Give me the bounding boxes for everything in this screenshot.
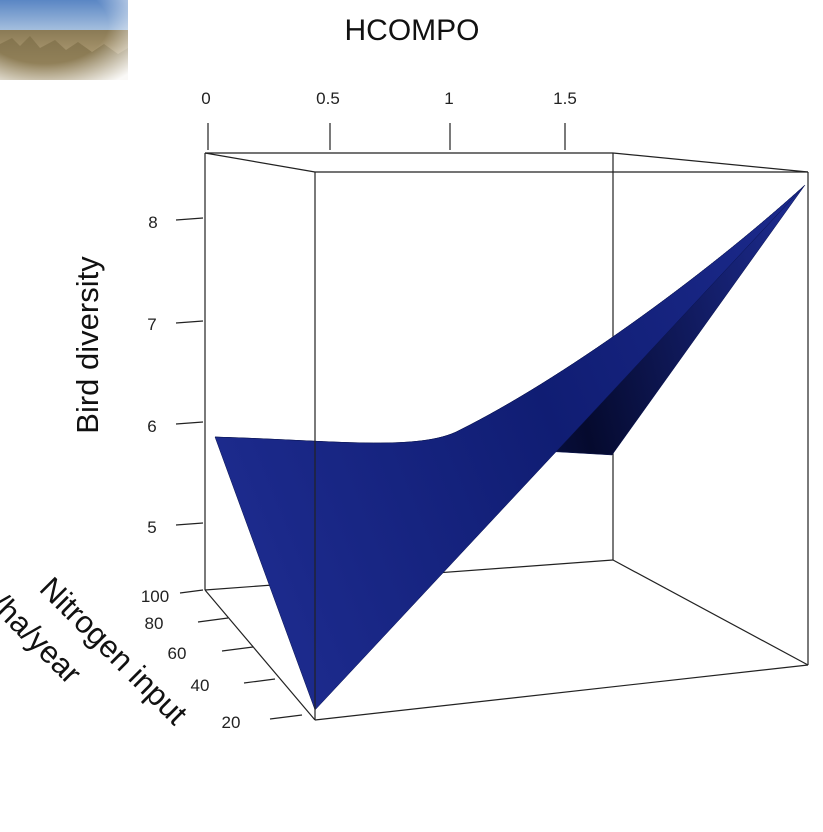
- y-tick: 40: [191, 676, 276, 695]
- x-axis: 0 0.5 1 1.5: [201, 89, 577, 150]
- y-tick: 20: [222, 713, 303, 732]
- box-edge: [314, 664, 809, 721]
- background-photo-thumbnail: [0, 0, 128, 80]
- y-tick: 60: [168, 644, 254, 663]
- z-axis-title: Bird diversity: [70, 256, 105, 434]
- z-tick-label: 5: [147, 518, 156, 537]
- z-tick: 8: [148, 213, 204, 232]
- z-tick-label: 7: [147, 315, 156, 334]
- response-surface: [214, 184, 806, 711]
- x-tick: 0: [201, 89, 211, 150]
- y-axis: 100 80 60 40 20: [141, 587, 303, 732]
- box-edge: [612, 559, 809, 666]
- x-tick-label: 0: [201, 89, 210, 108]
- z-tick-label: 8: [148, 213, 157, 232]
- y-tick-label: 60: [168, 644, 187, 663]
- z-tick-label: 6: [147, 417, 156, 436]
- x-tick-label: 1: [444, 89, 453, 108]
- z-tick: 5: [147, 518, 204, 537]
- y-tick-label: 20: [222, 713, 241, 732]
- x-tick: 1.5: [553, 89, 577, 150]
- z-tick: 7: [147, 315, 204, 334]
- y-tick-label: 100: [141, 587, 169, 606]
- plot-box-front: [204, 152, 809, 721]
- x-tick-label: 0.5: [316, 89, 340, 108]
- box-edge: [204, 152, 316, 173]
- x-tick-label: 1.5: [553, 89, 577, 108]
- x-tick: 1: [444, 89, 454, 150]
- box-edge: [204, 589, 316, 721]
- chart-title: HCOMPO: [345, 14, 480, 47]
- z-axis: 8 7 6 5: [147, 213, 204, 537]
- y-tick: 80: [145, 614, 229, 633]
- y-tick-label: 40: [191, 676, 210, 695]
- surface-near-face: [214, 184, 806, 711]
- z-tick: 6: [147, 417, 204, 436]
- y-tick: 100: [141, 587, 204, 606]
- y-tick-label: 80: [145, 614, 164, 633]
- box-edge: [612, 152, 809, 173]
- x-tick: 0.5: [316, 89, 340, 150]
